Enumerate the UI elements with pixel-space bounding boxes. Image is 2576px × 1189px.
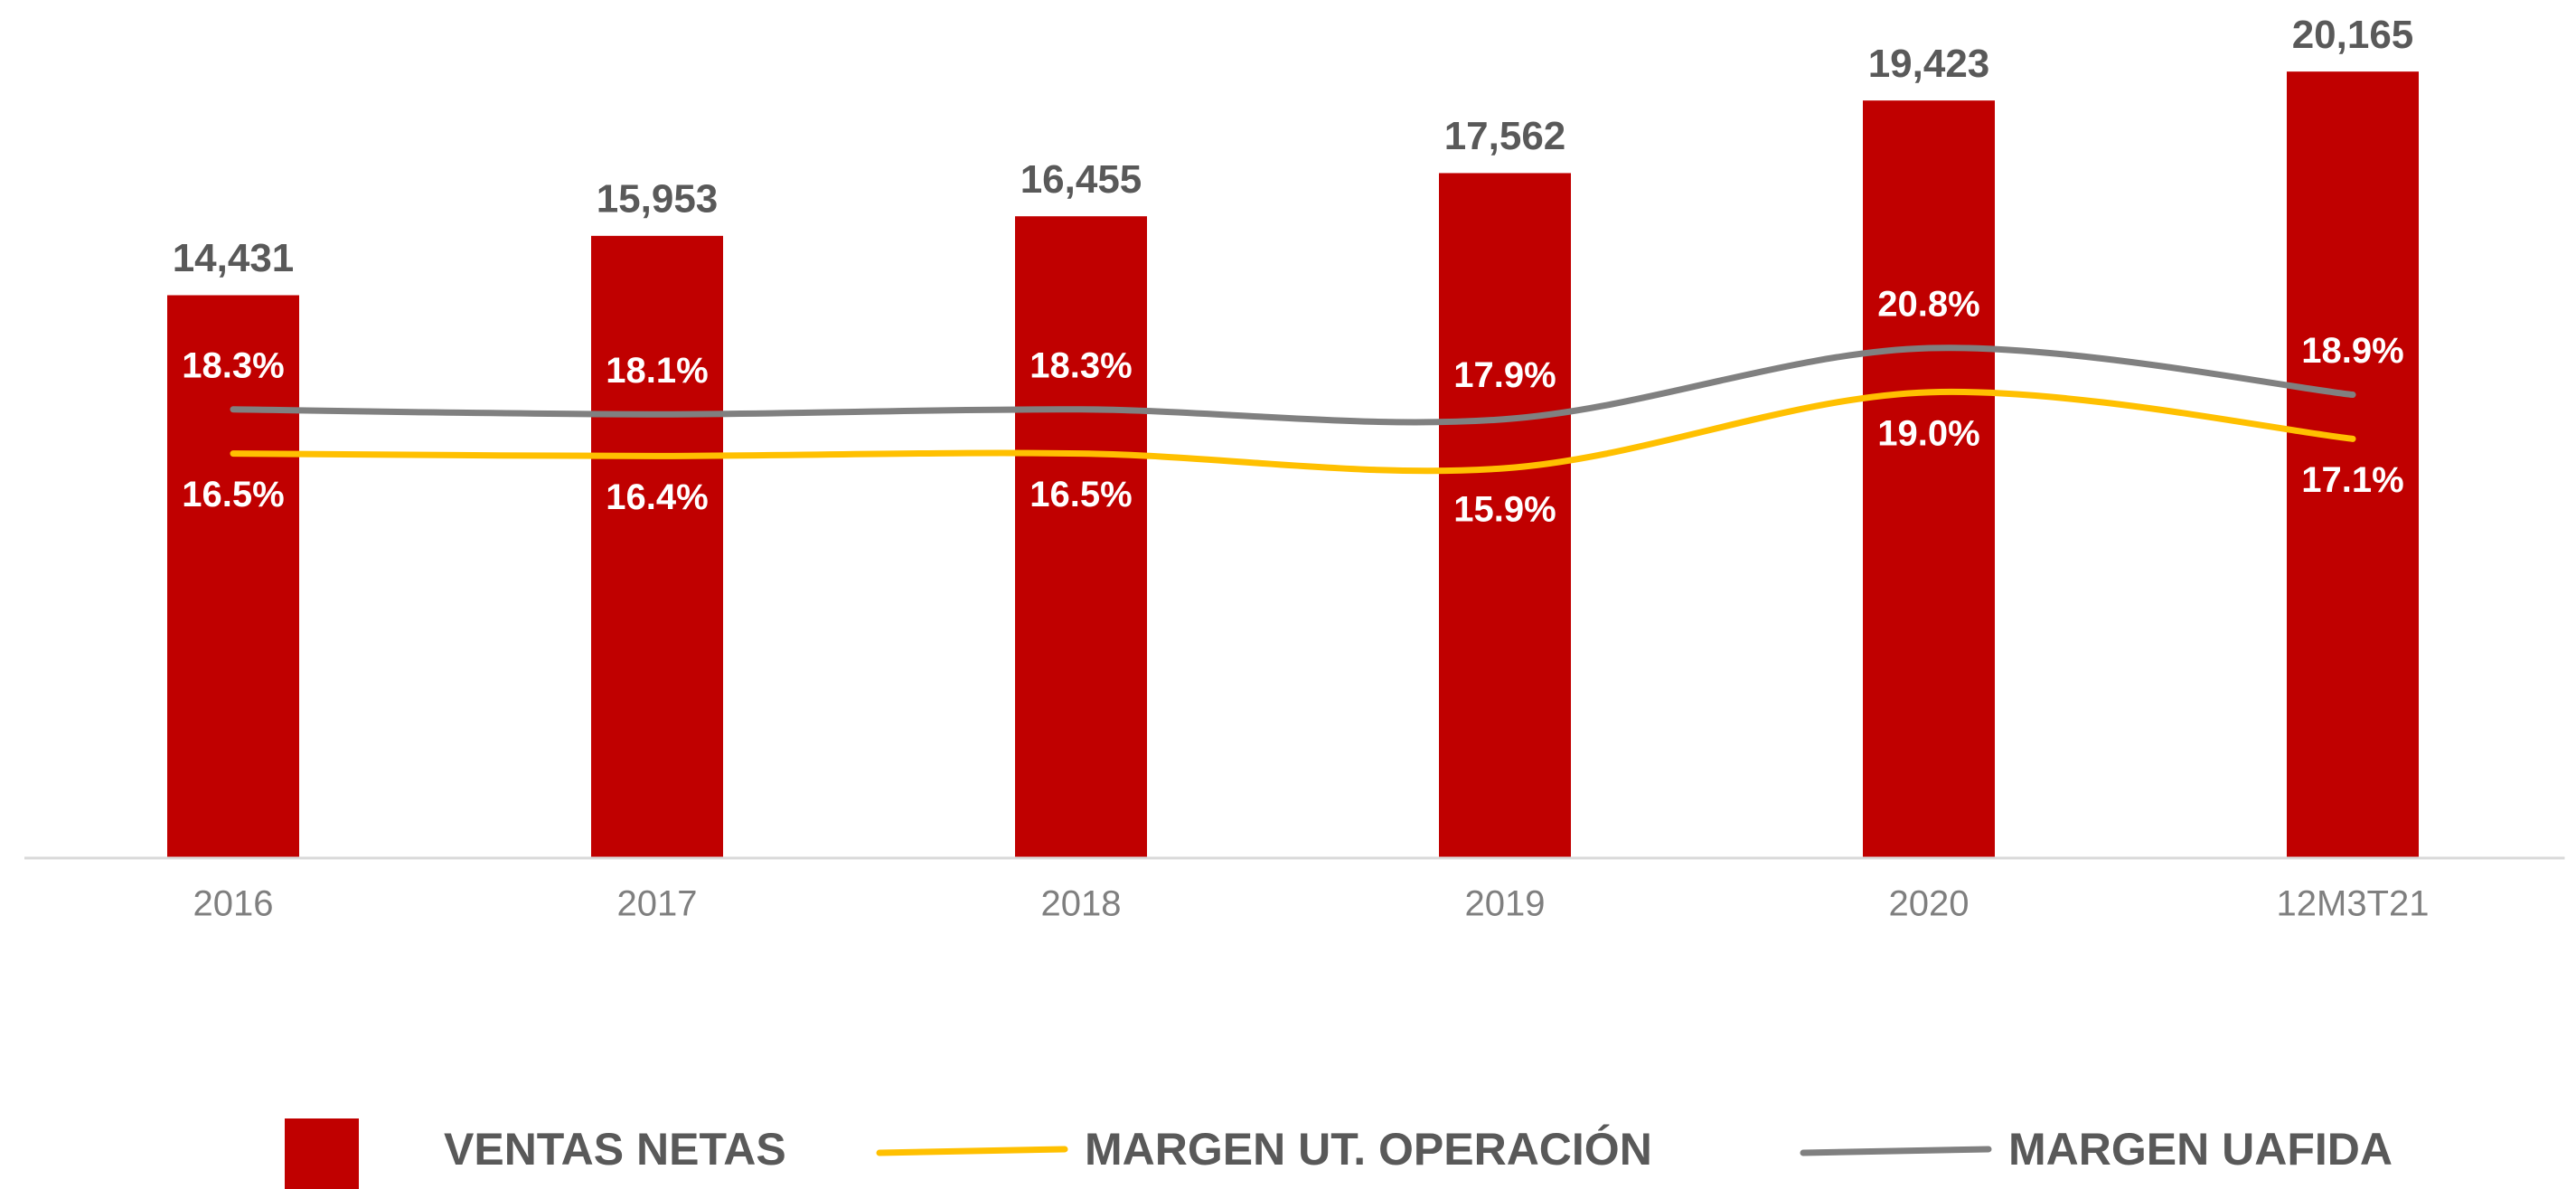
- legend-swatch: [876, 1146, 1068, 1156]
- line-value-label: 17.1%: [2301, 460, 2403, 500]
- bar: [591, 235, 723, 858]
- legend-label: MARGEN UT. OPERACIÓN: [1085, 1124, 1652, 1175]
- line-value-label: 19.0%: [1877, 413, 1979, 453]
- legend-label: MARGEN UAFIDA: [2008, 1124, 2393, 1175]
- bar-value-label: 19,423: [1868, 42, 1990, 86]
- line-value-label: 17.9%: [1453, 355, 1556, 395]
- bar-value-label: 20,165: [2292, 13, 2414, 57]
- bar: [1015, 216, 1147, 858]
- legend-swatch: [285, 1118, 359, 1189]
- line-value-label: 16.5%: [182, 475, 284, 514]
- bar-value-label: 15,953: [597, 176, 719, 221]
- line-value-label: 16.5%: [1029, 475, 1132, 514]
- bar: [1863, 100, 1995, 858]
- line-value-label: 18.3%: [182, 345, 284, 385]
- line-value-label: 18.3%: [1029, 345, 1132, 385]
- line-value-label: 15.9%: [1453, 489, 1556, 529]
- line: [230, 344, 2356, 426]
- bar-value-label: 16,455: [1020, 157, 1142, 202]
- legend-label: VENTAS NETAS: [444, 1124, 786, 1175]
- x-tick-label: 12M3T21: [2277, 884, 2430, 924]
- line-value-label: 18.9%: [2301, 331, 2403, 371]
- line-value-label: 18.1%: [606, 351, 708, 391]
- line-value-label: 20.8%: [1877, 285, 1979, 325]
- x-tick-label: 2018: [1041, 884, 1122, 924]
- bar: [2287, 71, 2419, 859]
- x-tick-label: 2020: [1889, 884, 1970, 924]
- x-tick-label: 2017: [617, 884, 698, 924]
- bar: [167, 295, 299, 858]
- bar-value-label: 17,562: [1444, 114, 1566, 158]
- x-tick-label: 2019: [1465, 884, 1546, 924]
- line: [230, 388, 2356, 475]
- legend-swatch: [1800, 1146, 1992, 1156]
- x-tick-label: 2016: [193, 884, 274, 924]
- bar-value-label: 14,431: [173, 236, 295, 280]
- bar: [1439, 173, 1571, 858]
- line-value-label: 16.4%: [606, 477, 708, 517]
